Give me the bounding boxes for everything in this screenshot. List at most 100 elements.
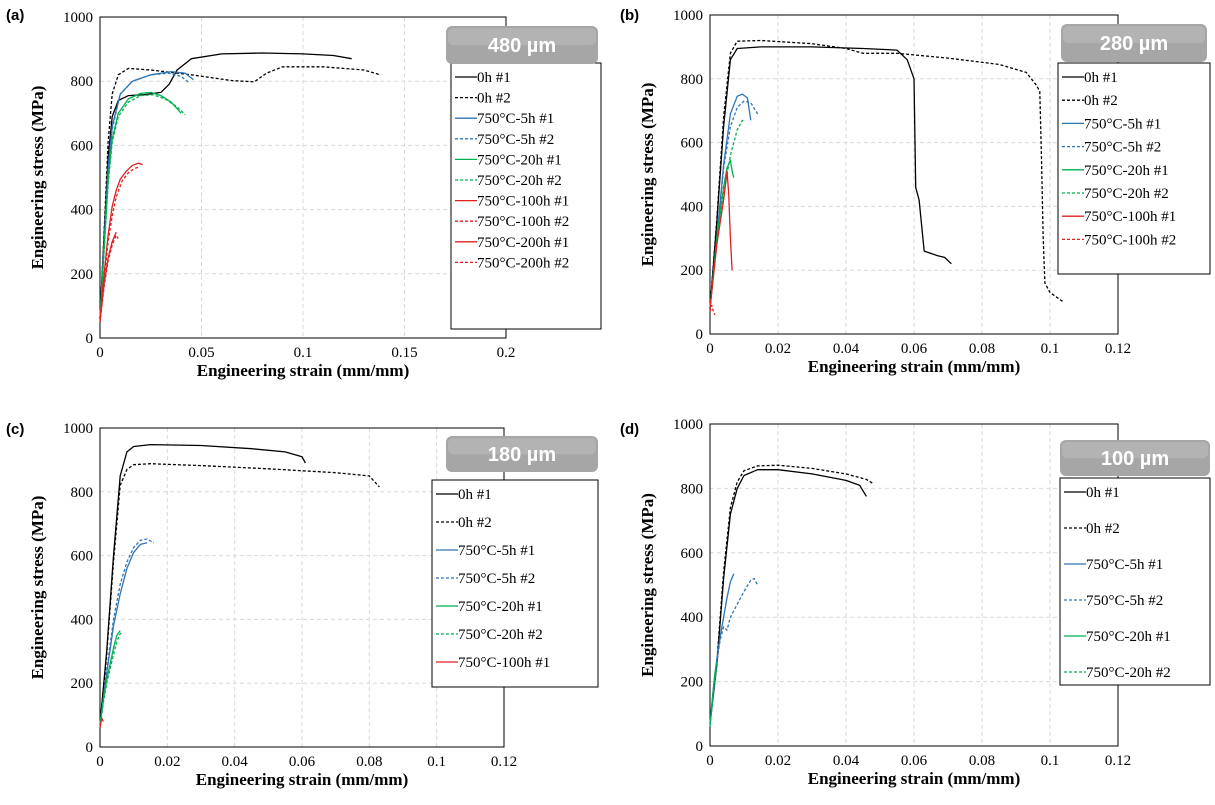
legend-entry: 750°C-200h #1: [477, 235, 569, 251]
x-tick-label: 0: [706, 753, 714, 769]
y-tick-label: 400: [71, 203, 94, 219]
y-tick-label: 1000: [63, 421, 93, 437]
legend-entry: 750°C-20h #2: [458, 627, 543, 643]
y-tick-label: 200: [681, 675, 704, 691]
series-line-3: [709, 93, 752, 309]
x-tick-label: 0.08: [969, 753, 995, 769]
series-line-1: [709, 469, 867, 724]
series-line-6: [99, 631, 123, 728]
y-tick-label: 200: [71, 267, 94, 283]
x-tick-label: 0.08: [969, 341, 995, 357]
series-line-8: [709, 304, 716, 316]
legend-entry: 750°C-100h #2: [1084, 232, 1176, 248]
x-tick-label: 0.08: [356, 754, 382, 770]
y-tick-label: 600: [681, 546, 704, 562]
x-tick-label: 0.04: [833, 341, 860, 357]
legend-entry: 0h #1: [1086, 485, 1120, 501]
plot-frame: [99, 16, 507, 339]
series-line-6: [709, 666, 718, 727]
x-tick-label: 0.1: [294, 345, 313, 361]
legend-entry: 750°C-20h #1: [477, 152, 562, 168]
x-tick-label: 0.02: [765, 753, 791, 769]
x-axis-title: Engineering strain (mm/mm): [808, 357, 1020, 376]
series-line-5: [709, 662, 718, 726]
chart-panel-4: 0 0.02 0.04 0.06 0.08 0.1 0.12 0 200 400 600 800 100…: [620, 417, 1211, 788]
size-tag-highlight: [1063, 26, 1205, 44]
series-line-7: [99, 162, 143, 319]
legend-entry: 0h #2: [458, 515, 492, 531]
series-line-7: [99, 717, 104, 729]
y-tick-label: 600: [681, 136, 704, 152]
series-line-6: [99, 94, 186, 319]
legend-entry: 750°C-5h #2: [458, 571, 535, 587]
legend-entry: 750°C-20h #1: [1084, 163, 1169, 179]
x-tick-label: 0.12: [1105, 341, 1131, 357]
x-tick-label: 0.12: [491, 754, 517, 770]
legend-entry: 750°C-5h #1: [458, 543, 535, 559]
y-axis-title: Engineering stress (MPa): [638, 83, 657, 267]
panel-label: (a): [6, 7, 24, 24]
series-line-4: [99, 72, 190, 319]
x-axis-title: Engineering strain (mm/mm): [808, 769, 1020, 788]
legend-entry: 750°C-100h #1: [458, 655, 550, 671]
y-tick-label: 1000: [673, 417, 703, 433]
legend-entry: 750°C-20h #2: [1086, 665, 1171, 681]
legend-entry: 750°C-20h #1: [1086, 629, 1171, 645]
y-tick-label: 800: [71, 485, 94, 501]
size-tag-highlight: [448, 438, 596, 455]
legend-entry: 750°C-5h #1: [1084, 116, 1161, 132]
panel-label: (d): [620, 421, 639, 438]
legend-entry: 750°C-20h #1: [458, 599, 543, 615]
series-line-3: [99, 542, 148, 725]
series-line-1: [99, 52, 352, 319]
y-tick-label: 0: [696, 327, 704, 343]
legend-entry: 750°C-200h #2: [477, 255, 569, 271]
series-line-4: [99, 538, 155, 725]
y-axis-title: Engineering stress (MPa): [28, 496, 47, 680]
y-tick-label: 0: [696, 739, 704, 755]
legend-entry: 750°C-5h #2: [1084, 140, 1161, 156]
x-tick-label: 0.06: [289, 754, 316, 770]
y-axis-title: Engineering stress (MPa): [28, 86, 47, 270]
x-tick-label: 0.04: [833, 753, 860, 769]
y-tick-label: 800: [681, 72, 704, 88]
y-tick-label: 800: [681, 481, 704, 497]
y-tick-label: 400: [681, 199, 704, 215]
series-line-5: [709, 159, 735, 309]
y-tick-label: 0: [86, 331, 94, 347]
series-line-8: [99, 166, 139, 321]
x-tick-label: 0.2: [497, 345, 516, 361]
size-tag-highlight: [1062, 442, 1208, 459]
chart-panel-2: 0 0.02 0.04 0.06 0.08 0.1 0.12 0 200 400 600 800 100…: [620, 7, 1211, 376]
legend-entry: 0h #2: [1086, 521, 1120, 537]
x-tick-label: 0.04: [222, 754, 249, 770]
chart-panel-3: 0 0.02 0.04 0.06 0.08 0.1 0.12 0 200 400 600 800 100…: [6, 421, 599, 789]
legend-box: [431, 479, 599, 688]
x-tick-label: 0.1: [427, 754, 446, 770]
y-tick-label: 600: [71, 549, 94, 565]
series-line-6: [709, 119, 745, 309]
x-tick-label: 0.05: [188, 345, 214, 361]
x-tick-label: 0.02: [765, 341, 791, 357]
legend-entry: 750°C-100h #1: [1084, 209, 1176, 225]
size-tag-label: 480 µm: [488, 35, 556, 57]
legend-entry: 750°C-5h #2: [1086, 593, 1163, 609]
y-tick-label: 200: [71, 676, 94, 692]
y-tick-label: 400: [71, 612, 94, 628]
legend-entry: 750°C-20h #2: [477, 173, 562, 189]
legend-entry: 0h #1: [1084, 70, 1118, 86]
y-tick-label: 1000: [673, 8, 703, 24]
series-line-2: [709, 39, 1064, 309]
legend-entry: 750°C-5h #1: [477, 111, 554, 127]
series-line-1: [709, 46, 952, 309]
x-tick-label: 0: [96, 345, 104, 361]
legend-entry: 750°C-20h #2: [1084, 186, 1169, 202]
size-tag-label: 180 µm: [488, 444, 556, 466]
y-tick-label: 200: [681, 263, 704, 279]
size-tag-label: 280 µm: [1100, 33, 1168, 55]
y-tick-label: 0: [86, 740, 94, 756]
series-line-2: [709, 464, 874, 724]
panel-label: (b): [620, 7, 639, 24]
series-line-2: [99, 463, 380, 725]
x-tick-label: 0.06: [901, 753, 928, 769]
